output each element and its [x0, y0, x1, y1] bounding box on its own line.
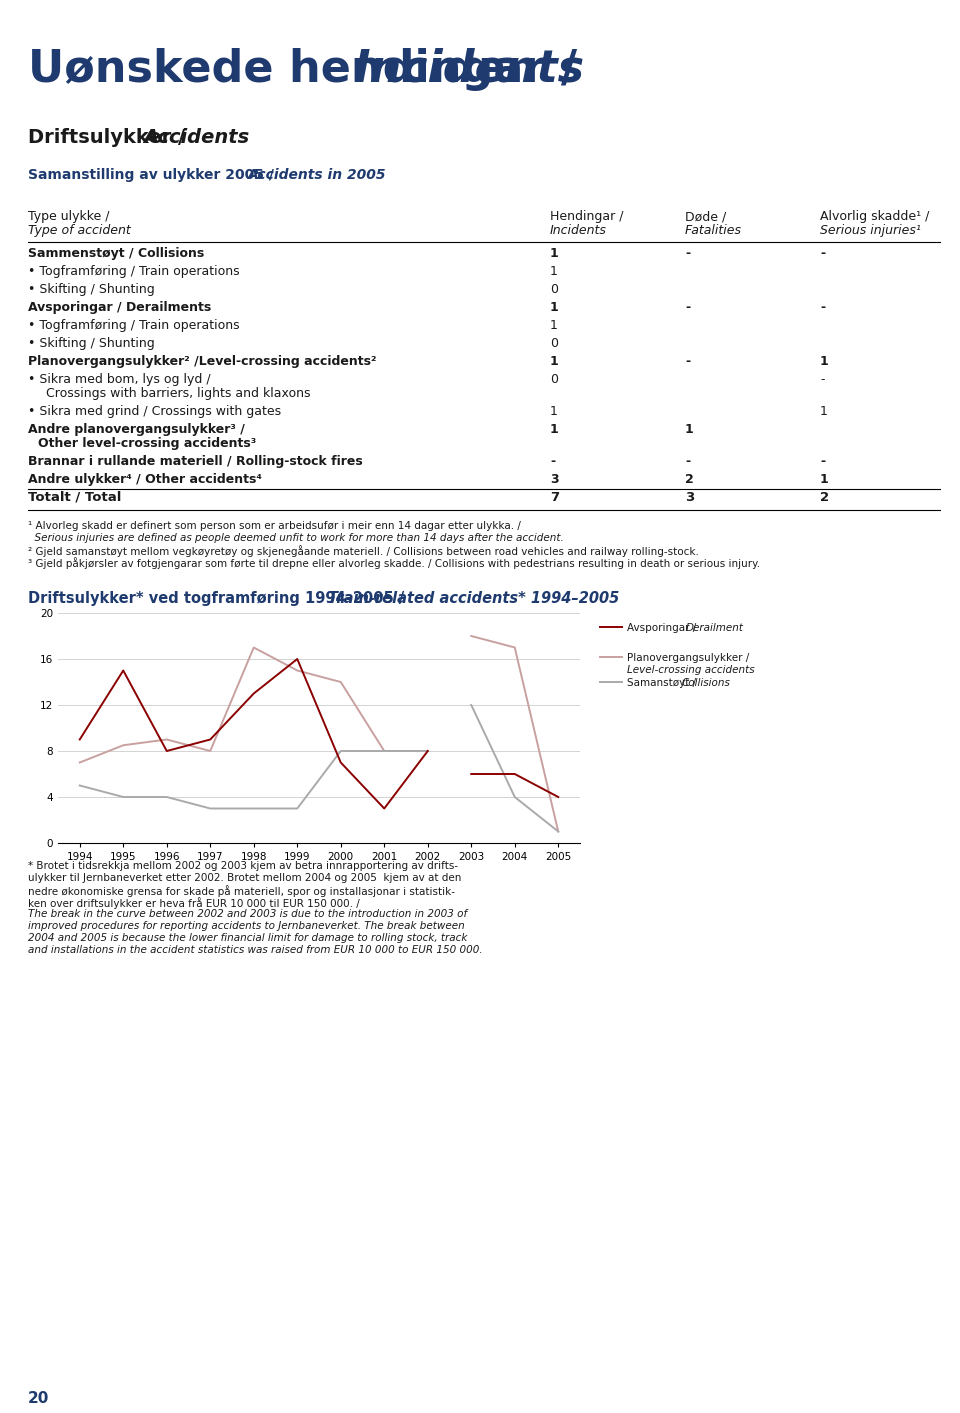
Text: 1: 1 [550, 355, 559, 367]
Text: Totalt / Total: Totalt / Total [28, 490, 121, 504]
Text: Døde /: Døde / [685, 211, 727, 223]
Text: Serious injuries¹: Serious injuries¹ [820, 225, 921, 237]
Text: Incidents: Incidents [550, 225, 607, 237]
Text: ken over driftsulykker er heva frå EUR 10 000 til EUR 150 000. /: ken over driftsulykker er heva frå EUR 1… [28, 897, 360, 909]
Text: 0: 0 [550, 336, 558, 350]
Text: Accidents in 2005: Accidents in 2005 [248, 168, 387, 182]
Text: 1: 1 [550, 406, 558, 418]
Text: and installations in the accident statistics was raised from EUR 10 000 to EUR 1: and installations in the accident statis… [28, 945, 483, 955]
Text: 7: 7 [550, 490, 559, 504]
Text: Level-crossing accidents: Level-crossing accidents [627, 666, 755, 675]
Text: improved procedures for reporting accidents to Jernbaneverket. The break between: improved procedures for reporting accide… [28, 921, 465, 931]
Text: 3: 3 [685, 490, 694, 504]
Text: 1: 1 [550, 247, 559, 260]
Text: • Togframføring / Train operations: • Togframføring / Train operations [28, 266, 240, 278]
Text: -: - [820, 455, 826, 468]
Text: Crossings with barriers, lights and klaxons: Crossings with barriers, lights and klax… [38, 387, 310, 400]
Text: -: - [685, 355, 690, 367]
Text: Accidents: Accidents [143, 129, 250, 147]
Text: Uønskede hendingar /: Uønskede hendingar / [28, 48, 592, 90]
Text: • Skifting / Shunting: • Skifting / Shunting [28, 336, 155, 350]
Text: 1: 1 [550, 301, 559, 314]
Text: 1: 1 [550, 266, 558, 278]
Text: ¹ Alvorleg skadd er definert som person som er arbeidsufør i meir enn 14 dagar e: ¹ Alvorleg skadd er definert som person … [28, 521, 521, 531]
Text: The break in the curve between 2002 and 2003 is due to the introduction in 2003 : The break in the curve between 2002 and … [28, 909, 468, 918]
Text: • Sikra med grind / Crossings with gates: • Sikra med grind / Crossings with gates [28, 406, 281, 418]
Text: 1: 1 [685, 422, 694, 437]
Text: nedre økonomiske grensa for skade på materiell, spor og installasjonar i statist: nedre økonomiske grensa for skade på mat… [28, 885, 455, 897]
Text: Samanstøyt /: Samanstøyt / [627, 678, 700, 688]
Text: Uønskede hendingar / ​Incidents: Uønskede hendingar / ​Incidents [28, 48, 824, 90]
Text: Avsporingar / Derailments: Avsporingar / Derailments [28, 301, 211, 314]
Text: Planovergangsulykker² /Level-crossing accidents²: Planovergangsulykker² /Level-crossing ac… [28, 355, 376, 367]
Text: Incidents: Incidents [353, 48, 584, 90]
Text: ³ Gjeld påkjørsler av fotgjengarar som førte til drepne eller alvorleg skadde. /: ³ Gjeld påkjørsler av fotgjengarar som f… [28, 557, 760, 569]
Text: Driftsulykker /: Driftsulykker / [28, 129, 192, 147]
Text: 20: 20 [28, 1390, 49, 1406]
Text: 1: 1 [820, 473, 828, 486]
Text: -: - [820, 247, 826, 260]
Text: 2004 and 2005 is because the lower financial limit for damage to rolling stock, : 2004 and 2005 is because the lower finan… [28, 933, 468, 942]
Text: Derailment: Derailment [685, 623, 744, 633]
Text: 1: 1 [550, 422, 559, 437]
Text: -: - [685, 455, 690, 468]
Text: • Skifting / Shunting: • Skifting / Shunting [28, 283, 155, 295]
Text: 1: 1 [820, 406, 828, 418]
Text: Driftsulykker* ved togframføring 1994–2005 /: Driftsulykker* ved togframføring 1994–20… [28, 591, 409, 606]
Text: 0: 0 [550, 373, 558, 386]
Text: Type of accident: Type of accident [28, 225, 131, 237]
Text: Andre planovergangsulykker³ /: Andre planovergangsulykker³ / [28, 422, 245, 437]
Text: 2: 2 [685, 473, 694, 486]
Text: Samanstilling av ulykker 2005 /: Samanstilling av ulykker 2005 / [28, 168, 278, 182]
Text: -: - [820, 373, 825, 386]
Text: Type ulykke /: Type ulykke / [28, 211, 109, 223]
Text: 2: 2 [820, 490, 829, 504]
Text: -: - [685, 301, 690, 314]
Text: Hendingar /: Hendingar / [550, 211, 623, 223]
Text: 1: 1 [820, 355, 828, 367]
Text: -: - [820, 301, 826, 314]
Text: * Brotet i tidsrekkja mellom 2002 og 2003 kjem av betra innrapportering av drift: * Brotet i tidsrekkja mellom 2002 og 200… [28, 861, 458, 870]
Text: • Sikra med bom, lys og lyd /: • Sikra med bom, lys og lyd / [28, 373, 210, 386]
Text: Alvorlig skadde¹ /: Alvorlig skadde¹ / [820, 211, 929, 223]
Text: Brannar i rullande materiell / Rolling-stock fires: Brannar i rullande materiell / Rolling-s… [28, 455, 363, 468]
Text: 0: 0 [550, 283, 558, 295]
Text: Collisions: Collisions [682, 678, 731, 688]
Text: • Togframføring / Train operations: • Togframføring / Train operations [28, 319, 240, 332]
Text: 3: 3 [550, 473, 559, 486]
Text: Fatalities: Fatalities [685, 225, 742, 237]
Text: Andre ulykker⁴ / Other accidents⁴: Andre ulykker⁴ / Other accidents⁴ [28, 473, 262, 486]
Text: Serious injuries are defined as people deemed unfit to work for more than 14 day: Serious injuries are defined as people d… [28, 533, 564, 543]
Text: ulykker til Jernbaneverket etter 2002. Brotet mellom 2004 og 2005  kjem av at de: ulykker til Jernbaneverket etter 2002. B… [28, 873, 462, 883]
Text: Sammenstøyt / Collisions: Sammenstøyt / Collisions [28, 247, 204, 260]
Text: 1: 1 [550, 319, 558, 332]
Text: -: - [685, 247, 690, 260]
Text: Train-related accidents* 1994–2005: Train-related accidents* 1994–2005 [328, 591, 619, 606]
Text: -: - [550, 455, 555, 468]
Text: ² Gjeld samanstøyt mellom vegkøyretøy og skjenegåande materiell. / Collisions be: ² Gjeld samanstøyt mellom vegkøyretøy og… [28, 545, 699, 557]
Text: Other level-crossing accidents³: Other level-crossing accidents³ [38, 437, 256, 449]
Text: Avsporingar /: Avsporingar / [627, 623, 700, 633]
Text: Planovergangsulykker /: Planovergangsulykker / [627, 653, 749, 663]
